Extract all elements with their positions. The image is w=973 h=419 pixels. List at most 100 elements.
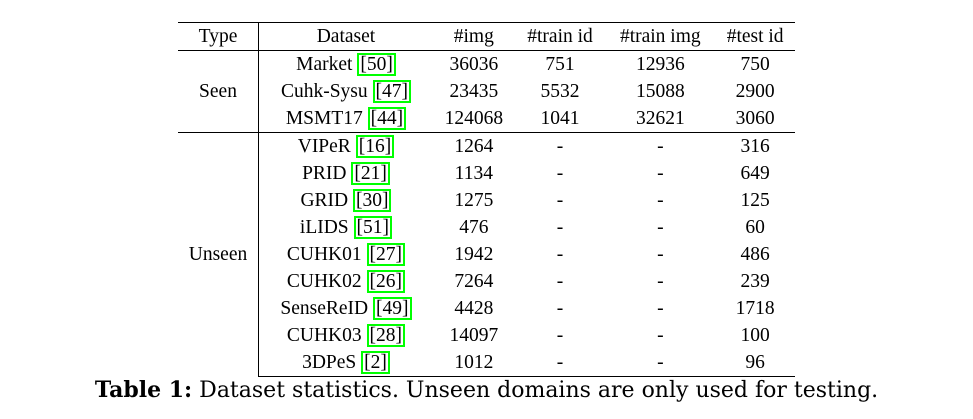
citation-number: 28 [376, 325, 396, 346]
dataset-cell: Cuhk-Sysu [47] [259, 78, 433, 105]
test-id-cell: 2900 [735, 81, 775, 102]
img-cell: 1942 [454, 244, 494, 265]
citation-number: 26 [376, 271, 396, 292]
train-img-cell: - [657, 271, 664, 292]
dataset-name: CUHK01 [286, 244, 362, 265]
citation-link[interactable]: [2] [361, 351, 390, 374]
table-row: iLIDS [51] 476 - - 60 [178, 214, 795, 241]
img-cell: 476 [459, 217, 489, 238]
dataset-statistics-table: Type Dataset #img #train id #train img #… [178, 22, 795, 377]
citation-link[interactable]: [44] [367, 107, 407, 130]
dataset-name: Cuhk-Sysu [280, 81, 368, 102]
table-caption: Table 1: Dataset statistics. Unseen doma… [0, 377, 973, 403]
train-id-cell: - [556, 190, 564, 211]
citation-link[interactable]: [47] [372, 80, 411, 103]
dataset-cell: PRID [21] [259, 160, 433, 187]
caption-text: Dataset statistics. Unseen domains are o… [192, 378, 879, 403]
test-id-cell: 486 [740, 244, 770, 265]
citation-number: 27 [376, 244, 396, 265]
train-id-cell: 1041 [540, 108, 580, 129]
citation-link[interactable]: [28] [366, 324, 406, 347]
dataset-name: CUHK03 [286, 325, 362, 346]
train-img-cell: - [657, 163, 664, 184]
dataset-name: SenseReID [280, 298, 369, 319]
dataset-cell: iLIDS [51] [259, 214, 433, 241]
header-test-id: #test id [715, 22, 795, 51]
table-row: SenseReID [49] 4428 - - 1718 [178, 295, 795, 322]
train-id-cell: - [514, 349, 606, 377]
train-img-cell: 15088 [635, 81, 685, 102]
test-id-cell: 316 [715, 132, 795, 160]
citation-link[interactable]: [49] [373, 297, 412, 320]
citation-link[interactable]: [51] [353, 216, 393, 239]
dataset-name: GRID [300, 190, 349, 211]
table-row: GRID [30] 1275 - - 125 [178, 187, 795, 214]
dataset-cell: Market [50] [259, 51, 433, 79]
citation-link[interactable]: [16] [355, 135, 395, 158]
type-cell: Seen [178, 50, 259, 133]
dataset-cell: MSMT17 [44] [259, 105, 433, 133]
dataset-name: MSMT17 [285, 108, 363, 129]
train-img-cell: - [657, 190, 664, 211]
citation-number: 44 [377, 108, 397, 129]
table-row: 3DPeS [2] 1012- -96 [178, 349, 795, 377]
dataset-cell: GRID [30] [259, 187, 433, 214]
test-id-cell: 96 [715, 349, 795, 377]
citation-link[interactable]: [26] [366, 270, 406, 293]
caption-label: Table 1: [94, 377, 193, 403]
citation-link[interactable]: [27] [366, 243, 406, 266]
train-img-cell: - [605, 349, 716, 377]
test-id-cell: 100 [740, 325, 770, 346]
dataset-name: 3DPeS [302, 352, 357, 373]
train-img-cell: - [605, 132, 716, 160]
test-id-cell: 3060 [735, 108, 775, 129]
train-id-cell: 751 [545, 54, 575, 75]
unseen-group: Unseen VIPeR [16] 1264- -316 PRID [21] 1134- -… [178, 132, 795, 377]
seen-group: Seen Market [50] 36036 751 12936 750 Cuhk-Sysu… [178, 50, 795, 133]
img-cell: 36036 [449, 54, 499, 75]
img-cell: 4428 [454, 298, 494, 319]
dataset-cell: SenseReID [49] [259, 295, 433, 322]
citation-number: 51 [363, 217, 383, 238]
train-img-cell: 32621 [635, 108, 685, 129]
img-cell: 124068 [444, 108, 504, 129]
train-id-cell: - [556, 298, 564, 319]
dataset-cell: VIPeR [16] [258, 132, 433, 160]
table-row: CUHK02 [26] 7264 - - 239 [178, 268, 795, 295]
test-id-cell: 60 [745, 217, 765, 238]
test-id-cell: 1718 [735, 298, 775, 319]
citation-number: 47 [382, 81, 402, 102]
img-cell: 1012 [432, 349, 515, 377]
train-id-cell: - [556, 217, 564, 238]
citation-link[interactable]: [50] [357, 53, 396, 76]
citation-link[interactable]: [21] [351, 162, 390, 185]
dataset-name: Market [296, 54, 353, 75]
table-row: CUHK03 [28] 14097 - - 100 [178, 322, 795, 349]
citation-number: 2 [370, 352, 381, 373]
table-header-row: Type Dataset #img #train id #train img #… [178, 22, 795, 51]
train-img-cell: - [657, 325, 664, 346]
dataset-statistics-table-container: Type Dataset #img #train id #train img #… [178, 22, 795, 377]
train-id-cell: - [514, 132, 606, 160]
train-img-cell: - [657, 298, 664, 319]
test-id-cell: 649 [740, 163, 770, 184]
train-img-cell: 12936 [635, 54, 685, 75]
train-id-cell: - [556, 163, 564, 184]
header-dataset: Dataset [258, 22, 433, 51]
dataset-name: PRID [302, 163, 347, 184]
dataset-name: CUHK02 [286, 271, 362, 292]
citation-number: 49 [382, 298, 403, 319]
train-id-cell: 5532 [540, 81, 580, 102]
header-train-img: #train img [605, 22, 716, 51]
dataset-cell: CUHK03 [28] [259, 322, 433, 349]
test-id-cell: 750 [740, 54, 770, 75]
citation-number: 50 [366, 54, 387, 75]
table-row: PRID [21] 1134 - - 649 [178, 160, 795, 187]
img-cell: 1275 [454, 190, 494, 211]
citation-number: 16 [365, 136, 385, 157]
dataset-cell: CUHK02 [26] [259, 268, 433, 295]
citation-link[interactable]: [30] [352, 189, 392, 212]
dataset-cell: CUHK01 [27] [259, 241, 433, 268]
table-row: Unseen VIPeR [16] 1264- -316 [178, 132, 795, 377]
train-id-cell: - [556, 244, 564, 265]
